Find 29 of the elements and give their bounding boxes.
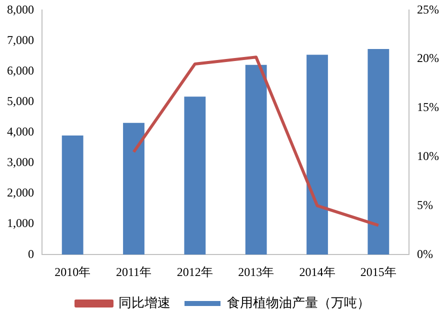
x-tick-label: 2013年 bbox=[238, 264, 274, 279]
x-tick-label: 2012年 bbox=[176, 264, 213, 279]
y2-tick-label: 20% bbox=[417, 51, 440, 66]
legend-label: 食用植物油产量（万吨） bbox=[227, 294, 370, 310]
bar bbox=[62, 135, 84, 255]
y2-tick-label: 15% bbox=[417, 100, 440, 114]
x-tick-label: 2010年 bbox=[54, 264, 91, 279]
x-tick-label: 2014年 bbox=[299, 264, 336, 279]
bar bbox=[184, 96, 206, 255]
y2-tick-label: 25% bbox=[417, 2, 440, 16]
y-tick-label: 8,000 bbox=[7, 2, 34, 16]
x-tick-label: 2015年 bbox=[360, 264, 396, 279]
bar bbox=[368, 49, 390, 255]
y2-tick-label: 0% bbox=[417, 246, 434, 261]
legend-label: 同比增速 bbox=[118, 294, 170, 310]
y-tick-label: 3,000 bbox=[7, 155, 34, 170]
x-tick-label: 2011年 bbox=[116, 264, 152, 279]
y-tick-label: 1,000 bbox=[7, 216, 34, 230]
y2-tick-label: 10% bbox=[417, 148, 440, 163]
y-tick-label: 7,000 bbox=[7, 32, 34, 47]
y2-tick-label: 5% bbox=[417, 198, 434, 212]
bar bbox=[245, 64, 267, 255]
bar bbox=[123, 122, 144, 255]
y-tick-label: 0 bbox=[28, 246, 34, 261]
y-tick-label: 6,000 bbox=[7, 63, 34, 78]
y-tick-label: 2,000 bbox=[7, 186, 34, 200]
bar bbox=[306, 54, 328, 255]
y-tick-label: 4,000 bbox=[7, 124, 34, 139]
y-tick-label: 5,000 bbox=[7, 94, 34, 108]
